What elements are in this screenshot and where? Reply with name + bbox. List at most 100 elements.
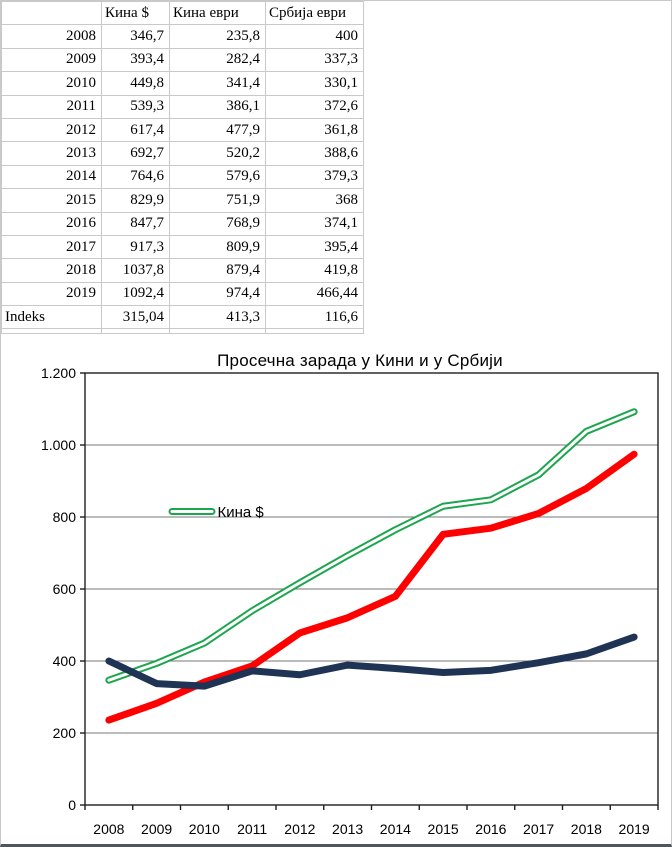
table-cell[interactable]: 400 <box>265 24 364 49</box>
y-axis-label: 400 <box>53 653 77 669</box>
table-row: Indeks 315,04 413,3 116,6 <box>1 305 364 330</box>
table-cell[interactable]: 368 <box>265 188 364 213</box>
table-cell[interactable]: 386,1 <box>169 94 266 119</box>
table-cell[interactable]: 341,4 <box>169 71 266 96</box>
table-cell[interactable]: 520,2 <box>169 141 266 166</box>
y-axis-label: 800 <box>53 509 77 525</box>
table-cell[interactable]: 617,4 <box>101 117 170 143</box>
row-label-cell[interactable]: 2013 <box>1 141 102 166</box>
table-cell[interactable]: 379,3 <box>265 164 364 190</box>
table-header-row: Кина $ Кина еври Србија еври <box>1 0 364 26</box>
table-cell[interactable]: 393,4 <box>101 47 170 73</box>
row-label-cell[interactable]: 2010 <box>1 71 102 96</box>
table-cell[interactable]: 879,4 <box>169 258 266 283</box>
series-srbija-evri-line[interactable] <box>105 633 638 690</box>
row-label-cell[interactable]: 2009 <box>1 47 102 73</box>
row-label-cell[interactable]: 2008 <box>1 24 102 49</box>
x-axis-label: 2013 <box>332 821 363 837</box>
table-cell[interactable]: 337,3 <box>265 47 364 73</box>
table-cell[interactable]: 1092,4 <box>101 281 170 307</box>
table-cell[interactable]: 346,7 <box>101 24 170 49</box>
table-row: 2016 847,7 768,9 374,1 <box>1 211 364 236</box>
table-cell[interactable]: 372,6 <box>265 94 364 119</box>
table-cell[interactable]: 282,4 <box>169 47 266 73</box>
table-cell[interactable]: 692,7 <box>101 141 170 166</box>
table-cell[interactable]: 917,3 <box>101 234 170 260</box>
table-row: 2015 829,9 751,9 368 <box>1 188 364 213</box>
table-cell[interactable]: 829,9 <box>101 188 170 213</box>
legend-label[interactable]: Кина $ <box>218 504 265 521</box>
series-srbija-evri[interactable] <box>105 633 638 690</box>
table-cell[interactable]: 974,4 <box>169 281 266 307</box>
legend[interactable]: Кина $ <box>168 504 265 521</box>
y-axis-label: 600 <box>53 581 77 597</box>
column-header-cell[interactable]: Кина еври <box>169 0 266 26</box>
table-cell[interactable]: 116,6 <box>265 305 364 330</box>
row-label-cell[interactable]: 2019 <box>1 281 102 307</box>
data-table: Кина $ Кина еври Србија еври 2008 346,7 235,8… <box>1 0 364 335</box>
table-cell[interactable]: 374,1 <box>265 211 364 236</box>
row-label-cell[interactable]: 2014 <box>1 164 102 190</box>
series-kina-evri-line[interactable] <box>105 450 638 724</box>
empty-row <box>1 328 364 335</box>
x-axis-label: 2012 <box>284 821 315 837</box>
row-label-cell[interactable]: 2017 <box>1 234 102 260</box>
table-row: 2008 346,7 235,8 400 <box>1 24 364 49</box>
corner-header-cell[interactable] <box>1 0 102 26</box>
column-header-cell[interactable]: Србија еври <box>265 0 364 26</box>
table-cell[interactable]: 847,7 <box>101 211 170 236</box>
table-cell[interactable]: 235,8 <box>169 24 266 49</box>
row-label-cell[interactable]: 2011 <box>1 94 102 119</box>
y-axis-label: 0 <box>68 797 76 813</box>
table-cell[interactable]: 764,6 <box>101 164 170 190</box>
table-row: 2013 692,7 520,2 388,6 <box>1 141 364 166</box>
y-axis-label: 1.200 <box>41 365 76 381</box>
table-row: 2012 617,4 477,9 361,8 <box>1 117 364 143</box>
table-cell[interactable]: 330,1 <box>265 71 364 96</box>
spreadsheet-table-region: Кина $ Кина еври Србија еври 2008 346,7 235,8… <box>1 0 364 335</box>
table-cell[interactable]: 361,8 <box>265 117 364 143</box>
table-cell[interactable]: 768,9 <box>169 211 266 236</box>
table-cell[interactable]: 539,3 <box>101 94 170 119</box>
row-label-cell[interactable]: 2015 <box>1 188 102 213</box>
table-row: 2009 393,4 282,4 337,3 <box>1 47 364 73</box>
table-row: 2019 1092,4 974,4 466,44 <box>1 281 364 307</box>
table-row: 2010 449,8 341,4 330,1 <box>1 71 364 96</box>
table-cell[interactable]: 449,8 <box>101 71 170 96</box>
series-kina-evri[interactable] <box>105 450 638 724</box>
row-label-cell[interactable]: 2012 <box>1 117 102 143</box>
y-axis-label: 1.000 <box>41 437 76 453</box>
column-header-cell[interactable]: Кина $ <box>101 0 170 26</box>
table-cell[interactable]: 395,4 <box>265 234 364 260</box>
table-cell[interactable]: 315,04 <box>101 305 170 330</box>
empty-cell[interactable] <box>169 328 266 335</box>
table-cell[interactable]: 466,44 <box>265 281 364 307</box>
table-cell[interactable]: 809,9 <box>169 234 266 260</box>
series-kina-usd-line-inner <box>107 410 636 682</box>
x-axis-label: 2008 <box>93 821 124 837</box>
x-axis-label: 2009 <box>141 821 172 837</box>
row-label-cell[interactable]: Indeks <box>1 305 102 330</box>
table-cell[interactable]: 1037,8 <box>101 258 170 283</box>
empty-cell[interactable] <box>265 328 364 335</box>
table-cell[interactable]: 388,6 <box>265 141 364 166</box>
x-axis-label: 2016 <box>475 821 506 837</box>
series-kina-usd[interactable] <box>105 408 638 684</box>
row-label-cell[interactable]: 2018 <box>1 258 102 283</box>
table-cell[interactable]: 751,9 <box>169 188 266 213</box>
table-cell[interactable]: 413,3 <box>169 305 266 330</box>
empty-cell[interactable] <box>1 328 102 335</box>
table-cell[interactable]: 579,6 <box>169 164 266 190</box>
row-label-cell[interactable]: 2016 <box>1 211 102 236</box>
table-row: 2018 1037,8 879,4 419,8 <box>1 258 364 283</box>
x-axis-label: 2019 <box>619 821 650 837</box>
table-cell[interactable]: 477,9 <box>169 117 266 143</box>
x-axis-label: 2010 <box>189 821 220 837</box>
y-axis-label: 200 <box>53 725 77 741</box>
table-cell[interactable]: 419,8 <box>265 258 364 283</box>
empty-cell[interactable] <box>101 328 170 335</box>
x-axis-label: 2015 <box>428 821 459 837</box>
table-row: 2017 917,3 809,9 395,4 <box>1 234 364 260</box>
series-kina-usd-line[interactable] <box>105 408 638 684</box>
x-axis-label: 2017 <box>523 821 554 837</box>
